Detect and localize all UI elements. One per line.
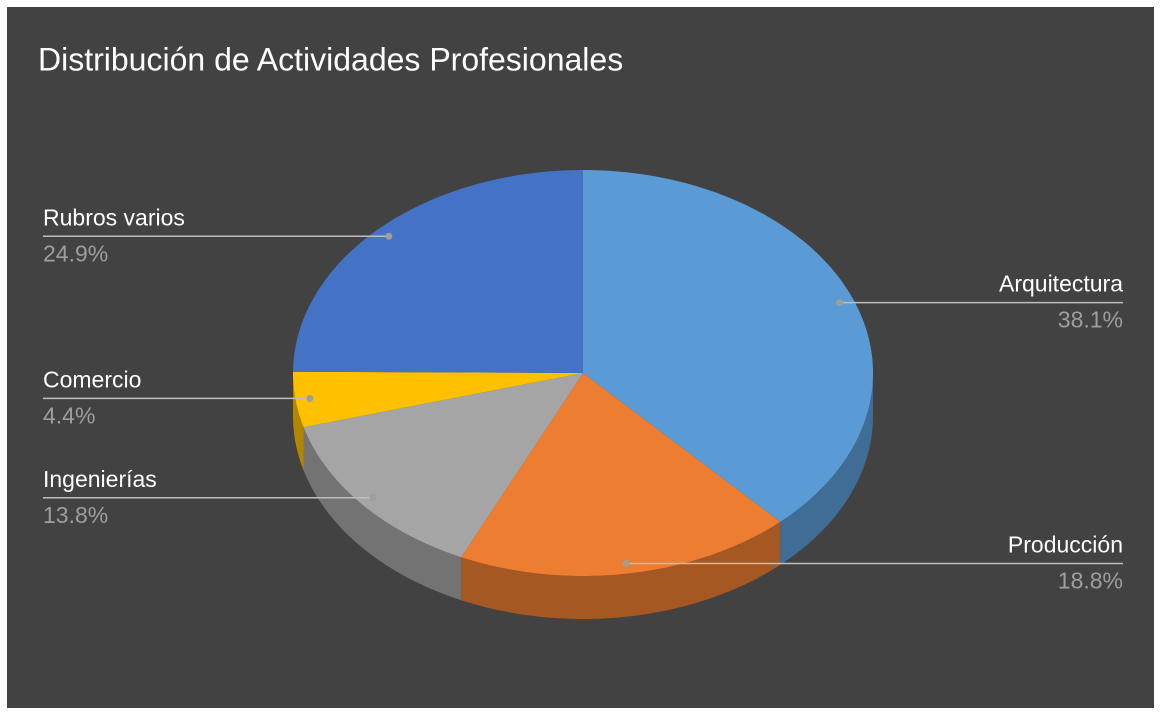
- slice: [293, 170, 583, 373]
- leader-dot: [385, 232, 393, 240]
- leader-dot: [306, 394, 314, 402]
- slice: [293, 371, 583, 428]
- slice-side: [780, 373, 873, 565]
- slice-label: Producción: [1008, 532, 1123, 558]
- slice-value-label: 13.8%: [43, 502, 108, 528]
- leader-dot: [835, 299, 843, 307]
- slice-label: Rubros varios: [43, 204, 185, 230]
- slice-value-label: 38.1%: [1058, 307, 1123, 333]
- slice-side: [293, 373, 304, 471]
- slice-label: Ingenierías: [43, 466, 157, 492]
- chart-title: Distribución de Actividades Profesionale…: [38, 41, 623, 77]
- leader-dot: [622, 559, 630, 567]
- slice-value-label: 4.4%: [43, 402, 95, 428]
- slice-side: [303, 427, 462, 601]
- leader-dot: [369, 494, 377, 502]
- slice: [461, 373, 781, 576]
- slice-side: [461, 521, 781, 619]
- slice-value-label: 24.9%: [43, 240, 108, 266]
- slice-label: Arquitectura: [999, 271, 1123, 297]
- slice-value-label: 18.8%: [1058, 568, 1123, 594]
- slice-label: Comercio: [43, 366, 141, 392]
- slice: [583, 170, 873, 522]
- slice: [303, 373, 583, 558]
